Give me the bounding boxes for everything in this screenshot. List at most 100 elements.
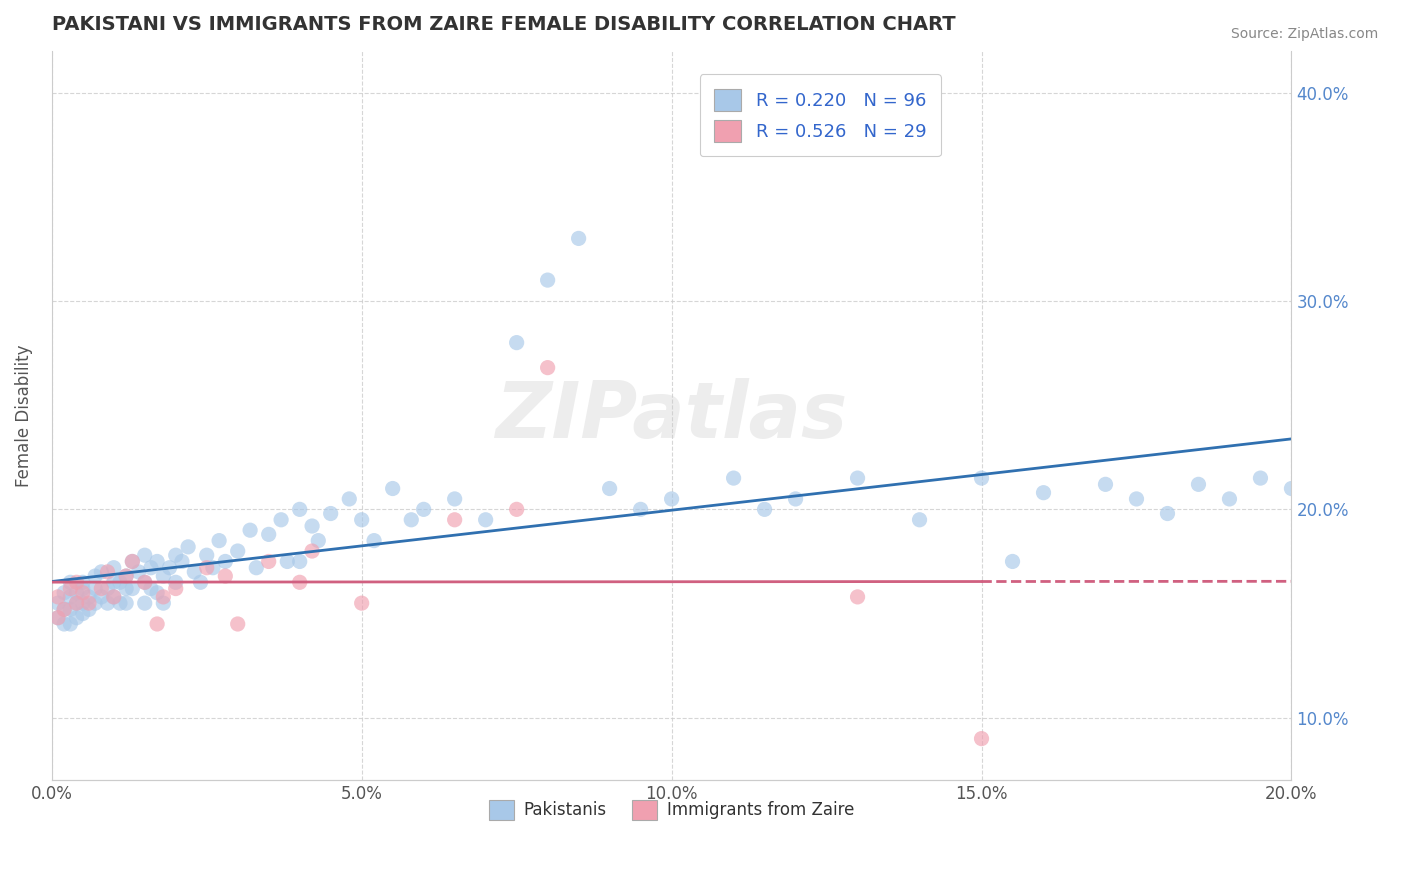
Point bbox=[46, 611, 69, 625]
Point bbox=[72, 596, 94, 610]
Point bbox=[90, 590, 112, 604]
Point bbox=[115, 569, 138, 583]
Point bbox=[1125, 491, 1147, 506]
Point bbox=[84, 582, 107, 596]
Point bbox=[59, 590, 82, 604]
Point bbox=[77, 596, 100, 610]
Point bbox=[53, 585, 76, 599]
Point bbox=[1001, 554, 1024, 568]
Point bbox=[134, 575, 156, 590]
Point bbox=[152, 590, 174, 604]
Point bbox=[208, 533, 231, 548]
Point bbox=[350, 596, 373, 610]
Point bbox=[152, 569, 174, 583]
Point bbox=[59, 602, 82, 616]
Point bbox=[72, 582, 94, 596]
Point bbox=[108, 596, 131, 610]
Point bbox=[108, 575, 131, 590]
Point bbox=[785, 491, 807, 506]
Point bbox=[165, 548, 187, 562]
Point bbox=[846, 590, 869, 604]
Point bbox=[307, 533, 329, 548]
Point bbox=[77, 602, 100, 616]
Point bbox=[72, 585, 94, 599]
Text: ZIPatlas: ZIPatlas bbox=[495, 377, 848, 453]
Point bbox=[412, 502, 434, 516]
Point bbox=[165, 582, 187, 596]
Point bbox=[84, 596, 107, 610]
Point bbox=[443, 491, 465, 506]
Point bbox=[1094, 477, 1116, 491]
Point bbox=[754, 502, 776, 516]
Point bbox=[245, 560, 267, 574]
Point bbox=[226, 617, 249, 632]
Point bbox=[115, 569, 138, 583]
Point bbox=[183, 565, 205, 579]
Point bbox=[288, 502, 311, 516]
Legend: Pakistanis, Immigrants from Zaire: Pakistanis, Immigrants from Zaire bbox=[482, 793, 860, 827]
Point bbox=[53, 602, 76, 616]
Point bbox=[190, 575, 212, 590]
Point bbox=[337, 491, 360, 506]
Point bbox=[96, 596, 118, 610]
Point bbox=[723, 471, 745, 485]
Text: Source: ZipAtlas.com: Source: ZipAtlas.com bbox=[1230, 27, 1378, 41]
Point bbox=[350, 513, 373, 527]
Y-axis label: Female Disability: Female Disability bbox=[15, 344, 32, 487]
Point bbox=[65, 611, 87, 625]
Point bbox=[72, 575, 94, 590]
Point bbox=[65, 575, 87, 590]
Point bbox=[170, 554, 193, 568]
Point bbox=[53, 617, 76, 632]
Point bbox=[121, 554, 143, 568]
Point bbox=[84, 569, 107, 583]
Point bbox=[1187, 477, 1209, 491]
Point bbox=[630, 502, 652, 516]
Point bbox=[474, 513, 496, 527]
Point bbox=[90, 582, 112, 596]
Point bbox=[536, 273, 558, 287]
Point bbox=[846, 471, 869, 485]
Point bbox=[159, 560, 181, 574]
Point bbox=[1218, 491, 1240, 506]
Point bbox=[139, 560, 162, 574]
Point bbox=[121, 554, 143, 568]
Point bbox=[257, 554, 280, 568]
Point bbox=[505, 502, 527, 516]
Point bbox=[301, 519, 323, 533]
Point bbox=[226, 544, 249, 558]
Point bbox=[59, 617, 82, 632]
Point bbox=[288, 575, 311, 590]
Point bbox=[96, 565, 118, 579]
Point bbox=[165, 575, 187, 590]
Point bbox=[195, 548, 218, 562]
Point bbox=[103, 575, 125, 590]
Point bbox=[195, 560, 218, 574]
Point bbox=[301, 544, 323, 558]
Point bbox=[96, 582, 118, 596]
Point bbox=[505, 335, 527, 350]
Point bbox=[128, 565, 150, 579]
Point bbox=[134, 596, 156, 610]
Point bbox=[1032, 485, 1054, 500]
Point bbox=[908, 513, 931, 527]
Point bbox=[146, 617, 169, 632]
Point bbox=[536, 360, 558, 375]
Point bbox=[363, 533, 385, 548]
Point bbox=[177, 540, 200, 554]
Point bbox=[401, 513, 423, 527]
Point bbox=[77, 590, 100, 604]
Point bbox=[288, 554, 311, 568]
Point bbox=[1249, 471, 1271, 485]
Point bbox=[257, 527, 280, 541]
Point bbox=[276, 554, 298, 568]
Point bbox=[1156, 507, 1178, 521]
Point bbox=[139, 582, 162, 596]
Point bbox=[90, 565, 112, 579]
Point bbox=[134, 548, 156, 562]
Text: PAKISTANI VS IMMIGRANTS FROM ZAIRE FEMALE DISABILITY CORRELATION CHART: PAKISTANI VS IMMIGRANTS FROM ZAIRE FEMAL… bbox=[52, 15, 955, 34]
Point bbox=[568, 231, 591, 245]
Point bbox=[59, 575, 82, 590]
Point bbox=[46, 611, 69, 625]
Point bbox=[53, 602, 76, 616]
